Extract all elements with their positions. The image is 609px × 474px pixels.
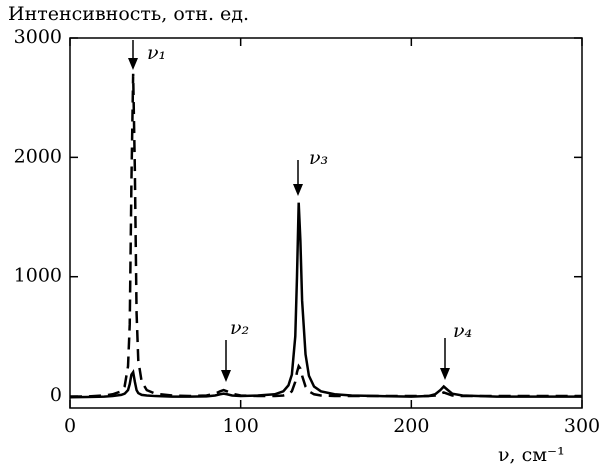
y-tick-label: 0	[50, 384, 62, 406]
plot-frame	[69, 37, 583, 409]
annotation-arrowhead	[440, 368, 450, 380]
annotation: ν₂	[230, 317, 249, 339]
y-tick-label: 1000	[14, 265, 62, 287]
annotation-arrowhead	[221, 370, 231, 382]
x-axis-label: ν, см⁻¹	[498, 444, 565, 466]
x-tick-label: 0	[64, 415, 76, 437]
annotation: ν₄	[453, 320, 472, 342]
y-tick-label: 3000	[14, 26, 62, 48]
annotation: ν₁	[147, 42, 166, 64]
data-line	[69, 202, 582, 399]
annotation-arrowhead	[293, 184, 303, 196]
y-tick-label: 2000	[14, 145, 62, 167]
x-tick-label: 200	[393, 415, 429, 437]
annotation-arrowhead	[128, 58, 138, 70]
y-axis-label: Интенсивность, отн. ед.	[8, 3, 249, 25]
annotation: ν₃	[309, 147, 328, 169]
data-line	[69, 73, 582, 398]
x-tick-label: 300	[564, 415, 600, 437]
x-tick-label: 100	[223, 415, 259, 437]
